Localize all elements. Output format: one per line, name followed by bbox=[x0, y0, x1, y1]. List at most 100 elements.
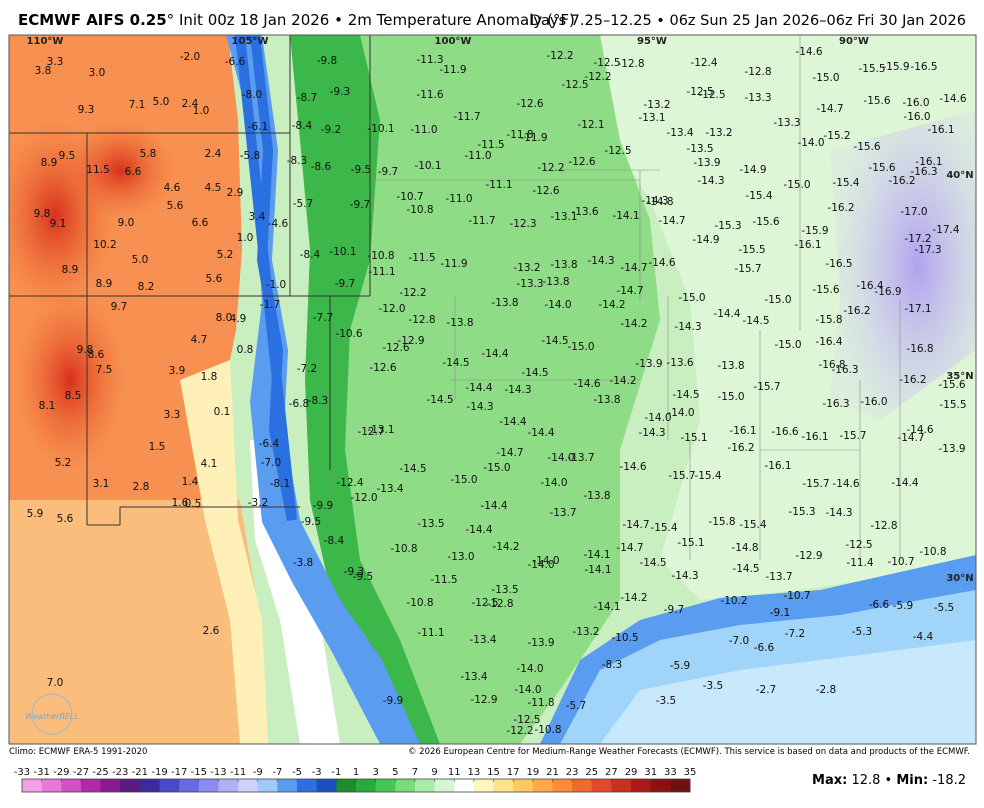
temp-anomaly-label: -13.9 bbox=[635, 358, 662, 370]
temp-anomaly-label: -14.5 bbox=[742, 315, 769, 327]
temp-anomaly-label: -5.7 bbox=[293, 198, 314, 210]
temp-anomaly-label: -14.8 bbox=[646, 196, 673, 208]
temp-anomaly-label: -14.6 bbox=[573, 378, 600, 390]
temp-anomaly-label: -9.3 bbox=[330, 86, 351, 98]
colorbar-cell bbox=[297, 779, 318, 792]
temp-anomaly-label: -11.1 bbox=[368, 266, 395, 278]
temp-anomaly-label: -15.5 bbox=[858, 63, 885, 75]
temp-anomaly-label: -14.3 bbox=[641, 195, 668, 207]
temp-anomaly-label: -12.5 bbox=[471, 597, 498, 609]
temp-anomaly-label: -4.6 bbox=[268, 218, 289, 230]
colorbar-cell bbox=[493, 779, 514, 792]
colorbar-cell bbox=[631, 779, 652, 792]
temp-anomaly-label: -12.8 bbox=[870, 520, 897, 532]
temp-anomaly-label: 3.1 bbox=[93, 478, 110, 490]
temp-anomaly-label: -12.3 bbox=[509, 218, 536, 230]
temp-anomaly-label: -17.1 bbox=[904, 303, 931, 315]
temp-anomaly-label: -12.9 bbox=[470, 694, 497, 706]
temp-anomaly-label: -11.9 bbox=[440, 258, 467, 270]
temp-anomaly-label: -13.1 bbox=[367, 424, 394, 436]
grid-label: 95°W bbox=[637, 36, 667, 47]
temp-anomaly-label: -15.6 bbox=[853, 141, 880, 153]
colorbar-cell bbox=[336, 779, 357, 792]
temp-anomaly-label: -3.5 bbox=[656, 695, 677, 707]
temp-anomaly-label: -11.8 bbox=[527, 697, 554, 709]
temp-anomaly-label: -15.4 bbox=[739, 519, 766, 531]
temp-anomaly-label: 9.1 bbox=[50, 218, 67, 230]
temp-anomaly-label: -5.7 bbox=[566, 700, 587, 712]
temp-anomaly-label: -15.3 bbox=[714, 220, 741, 232]
temp-anomaly-label: -15.5 bbox=[939, 399, 966, 411]
grid-label: 35°N bbox=[946, 371, 973, 382]
temp-anomaly-label: -12.8 bbox=[408, 314, 435, 326]
colorbar-cell bbox=[611, 779, 632, 792]
colorbar-tick-label: -25 bbox=[92, 767, 108, 778]
temp-anomaly-label: -13.9 bbox=[527, 637, 554, 649]
temp-anomaly-label: -6.6 bbox=[869, 599, 890, 611]
temp-anomaly-label: -15.6 bbox=[752, 216, 779, 228]
temp-anomaly-label: -13.3 bbox=[773, 117, 800, 129]
temp-anomaly-label: -17.2 bbox=[904, 233, 931, 245]
colorbar-tick-label: -7 bbox=[272, 767, 282, 778]
temp-anomaly-label: -11.7 bbox=[468, 215, 495, 227]
temp-anomaly-label: -14.0 bbox=[532, 555, 559, 567]
temp-anomaly-label: 9.5 bbox=[59, 150, 76, 162]
temp-anomaly-label: -15.4 bbox=[832, 177, 859, 189]
temp-anomaly-label: -13.2 bbox=[705, 127, 732, 139]
temp-anomaly-label: 9.8 bbox=[77, 344, 94, 356]
temp-anomaly-label: -10.8 bbox=[406, 597, 433, 609]
temp-anomaly-label: -10.7 bbox=[887, 556, 914, 568]
colorbar-cell bbox=[179, 779, 200, 792]
temp-anomaly-label: -13.4 bbox=[460, 671, 487, 683]
temp-anomaly-label: 2.9 bbox=[227, 187, 244, 199]
temp-anomaly-label: -8.4 bbox=[300, 249, 321, 261]
temp-anomaly-label: -8.3 bbox=[602, 659, 623, 671]
temp-anomaly-label: -14.3 bbox=[671, 570, 698, 582]
title-right: Days 7.25–12.25 • 06z Sun 25 Jan 2026–06… bbox=[530, 13, 966, 29]
temp-anomaly-label: -14.6 bbox=[939, 93, 966, 105]
colorbar-tick-label: -31 bbox=[33, 767, 49, 778]
temp-anomaly-label: -11.8 bbox=[506, 129, 533, 141]
temp-anomaly-label: -15.5 bbox=[738, 244, 765, 256]
temp-anomaly-label: -9.7 bbox=[378, 166, 399, 178]
temp-anomaly-label: -17.0 bbox=[900, 206, 927, 218]
temp-anomaly-label: -16.3 bbox=[910, 166, 937, 178]
temp-anomaly-label: -14.3 bbox=[504, 384, 531, 396]
temp-anomaly-label: 5.9 bbox=[27, 508, 44, 520]
temp-anomaly-label: -14.0 bbox=[540, 477, 567, 489]
colorbar-cell bbox=[120, 779, 141, 792]
temp-anomaly-label: -16.5 bbox=[910, 61, 937, 73]
temp-anomaly-label: -14.5 bbox=[399, 463, 426, 475]
temp-anomaly-label: -6.6 bbox=[754, 642, 775, 654]
temp-anomaly-label: -15.8 bbox=[815, 314, 842, 326]
temp-anomaly-label: -12.8 bbox=[744, 66, 771, 78]
temp-anomaly-label: -13.8 bbox=[491, 297, 518, 309]
temp-anomaly-label: -6.8 bbox=[289, 398, 310, 410]
colorbar-cell bbox=[41, 779, 62, 792]
temp-anomaly-label: 8.0 bbox=[216, 312, 233, 324]
colorbar-tick-label: 17 bbox=[507, 767, 520, 778]
colorbar-cell bbox=[257, 779, 278, 792]
temp-anomaly-label: 6.6 bbox=[192, 217, 209, 229]
colorbar-cell bbox=[218, 779, 239, 792]
temp-anomaly-label: -14.7 bbox=[816, 103, 843, 115]
temp-anomaly-label: -15.0 bbox=[764, 294, 791, 306]
temp-anomaly-label: -2.0 bbox=[180, 51, 201, 63]
temp-anomaly-label: -15.0 bbox=[774, 339, 801, 351]
colorbar-tick-label: -1 bbox=[331, 767, 341, 778]
temp-anomaly-label: -16.1 bbox=[801, 431, 828, 443]
temp-anomaly-label: -11.9 bbox=[520, 132, 547, 144]
temp-anomaly-label: 0.1 bbox=[214, 406, 231, 418]
temp-anomaly-label: -12.2 bbox=[546, 50, 573, 62]
temp-anomaly-label: -9.9 bbox=[383, 695, 404, 707]
temp-anomaly-label: -8.3 bbox=[308, 395, 329, 407]
temp-anomaly-label: -11.6 bbox=[416, 89, 443, 101]
temp-anomaly-label: -14.8 bbox=[731, 542, 758, 554]
colorbar-tick-label: 25 bbox=[585, 767, 598, 778]
temp-anomaly-label: -15.0 bbox=[450, 474, 477, 486]
temp-anomaly-label: -14.3 bbox=[638, 427, 665, 439]
temp-anomaly-label: 4.6 bbox=[164, 182, 181, 194]
colorbar-tick-label: -9 bbox=[253, 767, 263, 778]
temp-anomaly-label: -14.0 bbox=[516, 663, 543, 675]
colorbar-tick-label: 11 bbox=[448, 767, 461, 778]
